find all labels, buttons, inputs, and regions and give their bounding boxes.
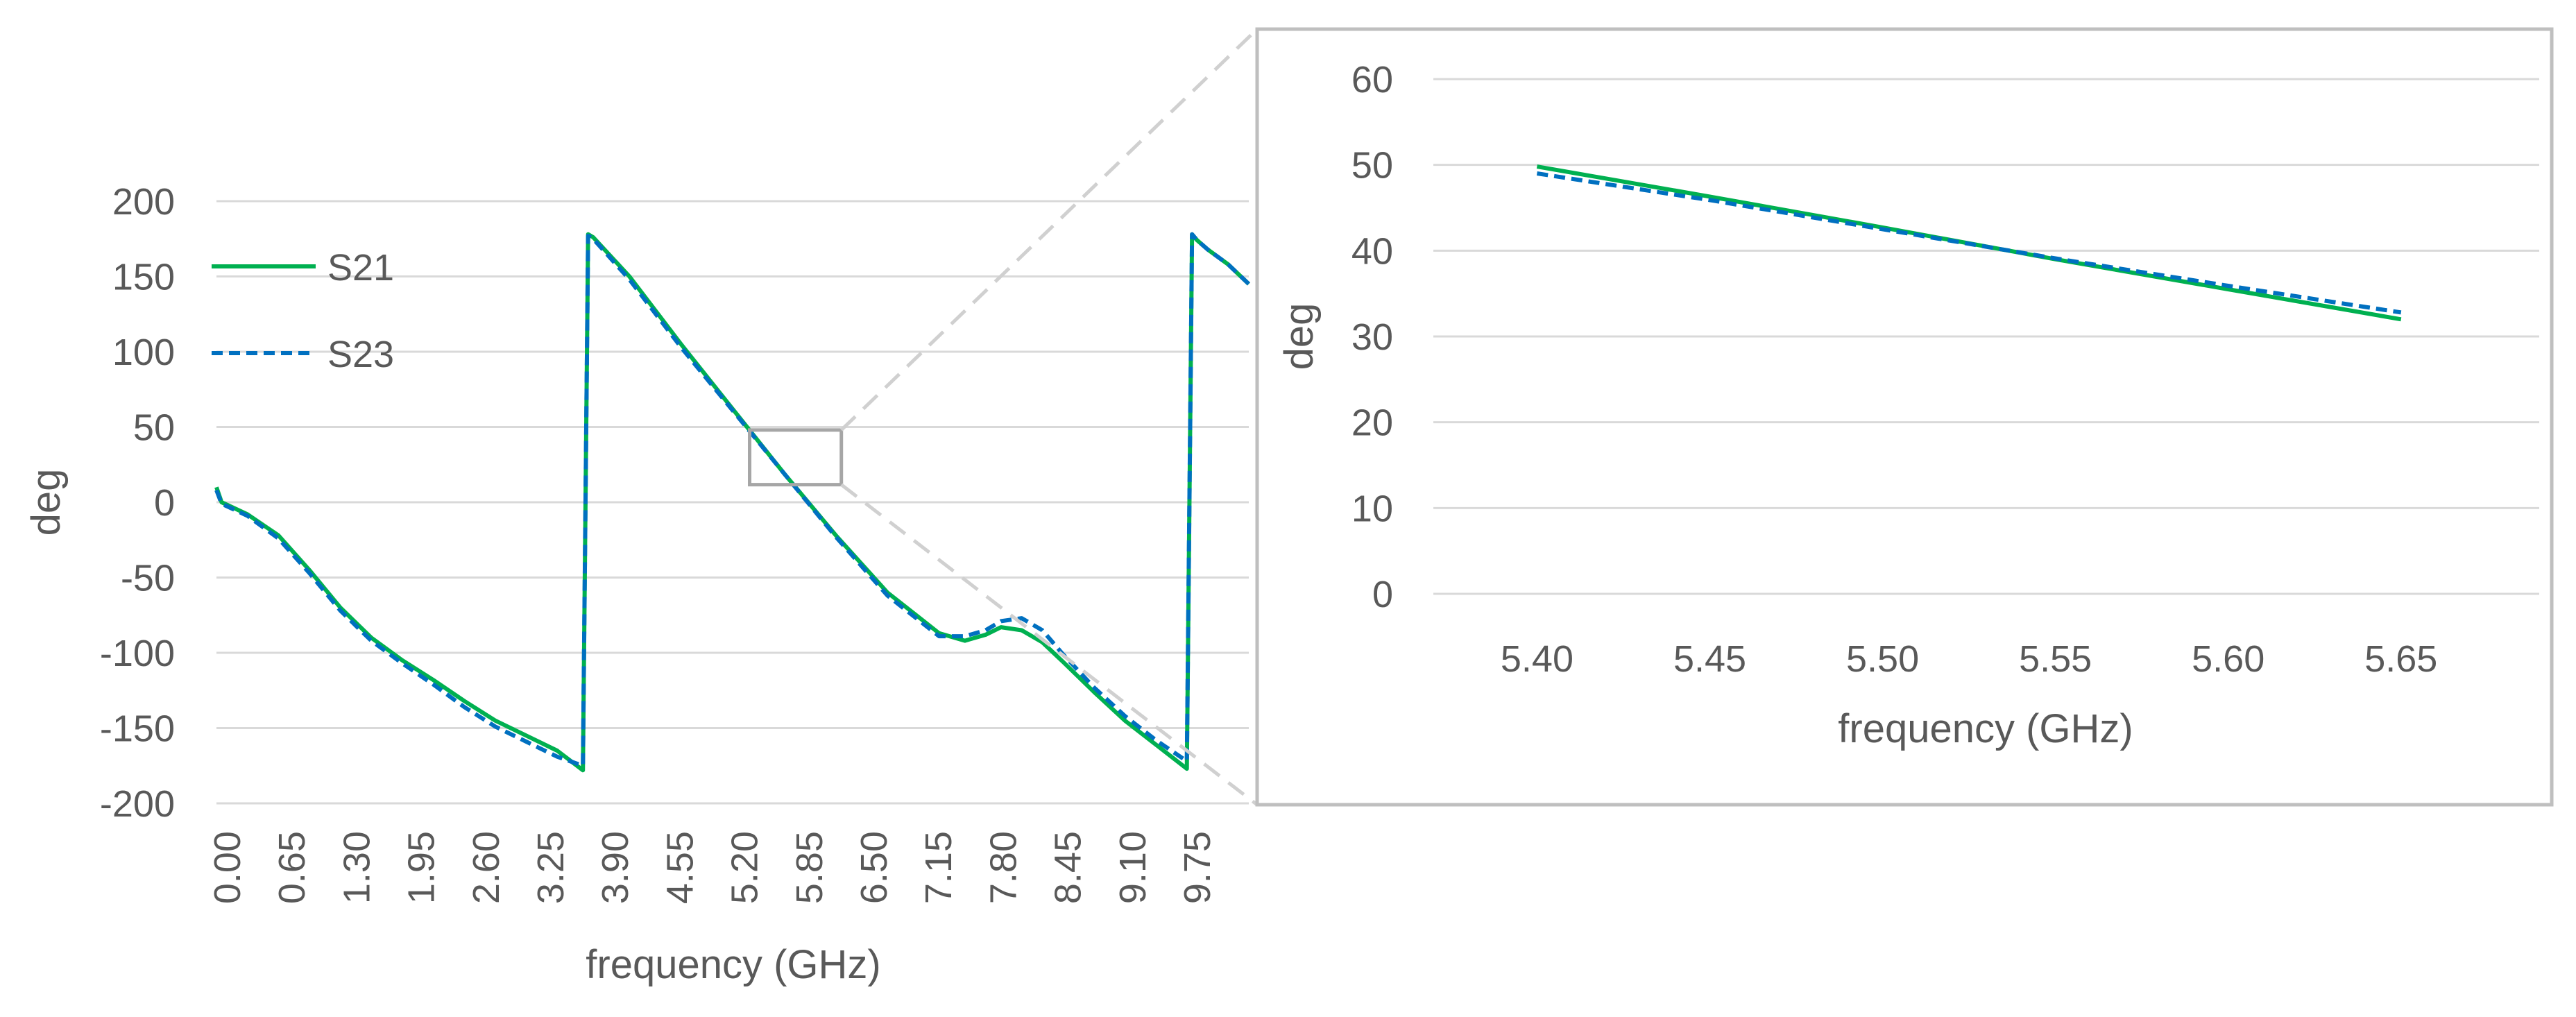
inset-y-tick-label: 40: [1351, 230, 1393, 272]
main-x-tick-label: 6.50: [853, 831, 895, 904]
inset-y-tick-label: 60: [1351, 59, 1393, 101]
inset-series-group: [1536, 164, 2402, 322]
main-x-tick-label: 5.85: [789, 831, 830, 904]
inset-x-axis-title: frequency (GHz): [1838, 706, 2133, 751]
main-y-axis-title: deg: [24, 469, 69, 536]
main-y-tick-label: -200: [100, 783, 175, 825]
main-x-tick-label: 5.20: [724, 831, 766, 904]
main-x-tick-labels: 0.00 0.65 1.30 1.95 2.60 3.25 3.90 4.55 5.20 5.85…: [207, 831, 1218, 904]
inset-y-tick-label: 20: [1351, 402, 1393, 444]
inset-x-tick-labels: 5.40 5.45 5.50 5.55 5.60 5.65: [1501, 638, 2437, 680]
inset-frame: [1255, 27, 2554, 807]
zoom-region-box: [748, 428, 844, 487]
main-x-tick-label: 7.80: [982, 831, 1024, 904]
inset-y-tick-label: 30: [1351, 316, 1393, 358]
inset-x-tick-label: 5.55: [2019, 638, 2092, 680]
inset-y-tick-labels: 60 50 40 30 20 10 0: [1351, 59, 1393, 615]
main-x-tick-label: 0.00: [207, 831, 248, 904]
main-chart: 200 150 100 50 0 -50 -100 -150 -200 0.00 0.65 1.30…: [24, 181, 1251, 987]
inset-series-s23: [1536, 171, 2402, 315]
main-y-tick-label: -50: [121, 558, 175, 599]
main-x-tick-label: 3.90: [595, 831, 636, 904]
main-x-tick-label: 4.55: [659, 831, 701, 904]
inset-x-tick-label: 5.65: [2364, 638, 2437, 680]
main-x-tick-label: 2.60: [466, 831, 507, 904]
main-x-tick-label: 7.15: [918, 831, 959, 904]
legend-label-s23: S23: [327, 334, 394, 375]
main-y-tick-labels: 200 150 100 50 0 -50 -100 -150 -200: [100, 181, 175, 825]
legend-label-s21: S21: [327, 247, 394, 289]
inset-y-axis-title: deg: [1277, 303, 1322, 370]
main-y-tick-label: 0: [154, 482, 175, 524]
inset-x-tick-label: 5.45: [1673, 638, 1746, 680]
main-y-tick-label: 50: [133, 407, 175, 449]
inset-x-tick-label: 5.60: [2192, 638, 2264, 680]
main-y-tick-label: 200: [112, 181, 175, 223]
zoom-connector-bottom: [840, 483, 1259, 806]
inset-x-tick-label: 5.50: [1846, 638, 1919, 680]
inset-y-tick-label: 0: [1372, 574, 1393, 615]
main-x-tick-label: 1.30: [336, 831, 377, 904]
main-series-s23: [214, 232, 1251, 768]
main-x-tick-label: 1.95: [401, 831, 443, 904]
main-y-tick-label: 150: [112, 257, 175, 298]
inset-y-tick-label: 10: [1351, 488, 1393, 529]
inset-y-tick-label: 50: [1351, 145, 1393, 187]
main-y-tick-label: -100: [100, 633, 175, 674]
inset-chart: 60 50 40 30 20 10 0 5.40 5.45 5.50 5.55 5.60 5.65 f…: [1255, 27, 2554, 807]
legend: S21 S23: [212, 247, 394, 375]
main-y-tick-label: -150: [100, 708, 175, 750]
main-x-tick-label: 9.10: [1112, 831, 1154, 904]
main-series-s21: [214, 232, 1251, 773]
main-x-axis-title: frequency (GHz): [586, 942, 880, 987]
main-x-tick-label: 0.65: [271, 831, 313, 904]
main-x-tick-label: 9.75: [1177, 831, 1218, 904]
zoom-connector-top: [839, 28, 1259, 431]
inset-gridlines: [1433, 78, 2539, 595]
main-y-tick-label: 100: [112, 332, 175, 373]
main-x-tick-label: 3.25: [530, 831, 572, 904]
main-gridlines: [216, 200, 1249, 805]
main-x-tick-label: 8.45: [1048, 831, 1089, 904]
main-series-group: [214, 232, 1251, 773]
inset-x-tick-label: 5.40: [1501, 638, 1573, 680]
